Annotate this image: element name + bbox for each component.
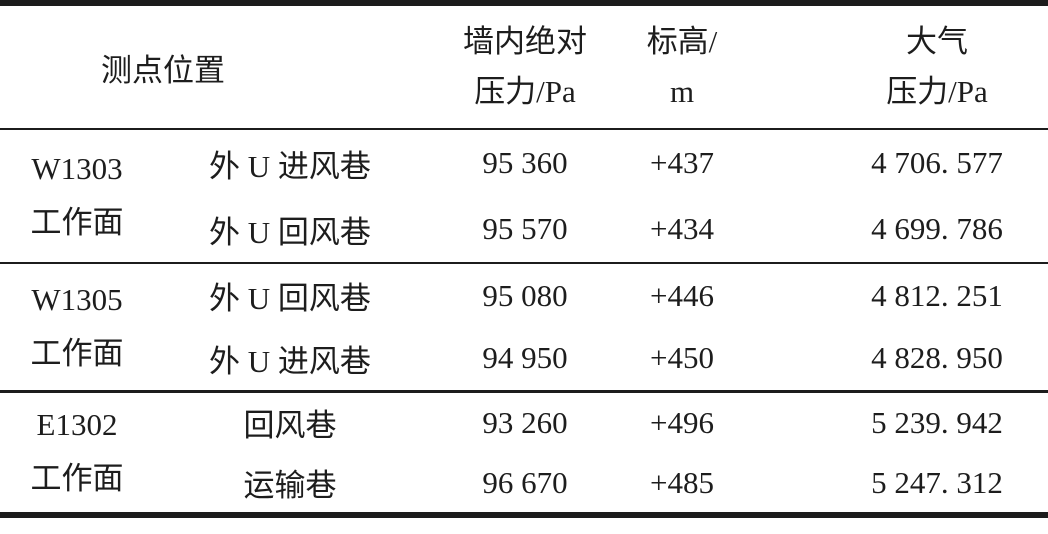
face-label: 工作面	[30, 205, 124, 240]
header-atmos-pressure: 大气 压力/Pa	[750, 3, 1048, 130]
header-wall-pressure-line2: 压力/Pa	[474, 74, 576, 109]
wall-pressure-cell: 94 950	[482, 340, 568, 376]
atmos-pressure-cell: 4 812. 251	[750, 262, 1048, 327]
face-id: E1302	[36, 407, 118, 443]
header-wall-pressure: 墙内绝对 压力/Pa	[410, 3, 640, 130]
face-cell-w1305: W1305 工作面	[0, 262, 170, 391]
header-elevation-line1: 标高/	[646, 24, 718, 59]
face-cell-e1302: E1302 工作面	[0, 389, 170, 515]
elevation-cell: +437	[650, 145, 714, 180]
atmos-pressure-cell: 5 239. 942	[750, 389, 1048, 453]
position-cell: 回风巷	[170, 389, 410, 453]
atmos-pressure-cell: 4 699. 786	[871, 211, 1003, 246]
position-cell: 外 U 回风巷	[209, 214, 371, 250]
atmos-pressure-cell: 4 828. 950	[871, 340, 1003, 376]
wall-pressure-cell: 93 260	[410, 389, 640, 453]
header-elevation-line2: m	[669, 74, 695, 109]
table-row: 外 U 进风巷 94 950 +450 4 828. 950	[0, 327, 1048, 391]
position-cell: 外 U 进风巷	[209, 343, 371, 379]
atmos-pressure-cell: 5 247. 312	[871, 464, 1003, 500]
position-cell: 运输巷	[243, 468, 337, 503]
header-atmos-pressure-line2: 压力/Pa	[886, 74, 988, 109]
atmos-pressure-cell: 4 706. 577	[871, 145, 1003, 180]
table-row: W1305 工作面 外 U 回风巷 95 080 +446 4 812. 251	[0, 262, 1048, 391]
measurement-points-table: 测点位置 墙内绝对 压力/Pa 标高/ m 大气 压力/Pa W1303 工作面…	[0, 0, 1048, 518]
face-cell-w1303: W1303 工作面	[0, 129, 170, 263]
position-cell: 外 U 进风巷	[209, 148, 371, 184]
elevation-cell: +496	[640, 389, 750, 453]
table-row: W1303 工作面 外 U 进风巷 95 360 +437 4 706. 577	[0, 129, 1048, 240]
face-label: 工作面	[30, 335, 124, 371]
header-row: 测点位置 墙内绝对 压力/Pa 标高/ m 大气 压力/Pa	[0, 3, 1048, 130]
wall-pressure-cell: 95 360	[482, 145, 568, 180]
header-atmos-pressure-line1: 大气	[906, 24, 968, 59]
elevation-cell: +450	[650, 340, 714, 376]
header-location: 测点位置	[0, 3, 410, 130]
header-elevation: 标高/ m	[640, 3, 750, 130]
table-row: E1302 工作面 回风巷 93 260 +496 5 239. 942	[0, 389, 1048, 515]
elevation-cell: +485	[650, 464, 714, 500]
table-row: 外 U 回风巷 95 570 +434 4 699. 786	[0, 196, 1048, 263]
elevation-cell: +446	[640, 262, 750, 327]
header-wall-pressure-line1: 墙内绝对	[463, 24, 587, 59]
table-row: 运输巷 96 670 +485 5 247. 312	[0, 453, 1048, 515]
wall-pressure-cell: 95 080	[410, 262, 640, 327]
wall-pressure-cell: 95 570	[482, 211, 568, 246]
wall-pressure-cell: 96 670	[482, 464, 568, 500]
face-id: W1305	[31, 281, 123, 317]
face-label: 工作面	[30, 461, 124, 497]
header-location-label: 测点位置	[101, 52, 225, 88]
elevation-cell: +434	[650, 211, 714, 246]
position-cell: 外 U 回风巷	[170, 262, 410, 327]
face-id: W1303	[31, 151, 123, 186]
